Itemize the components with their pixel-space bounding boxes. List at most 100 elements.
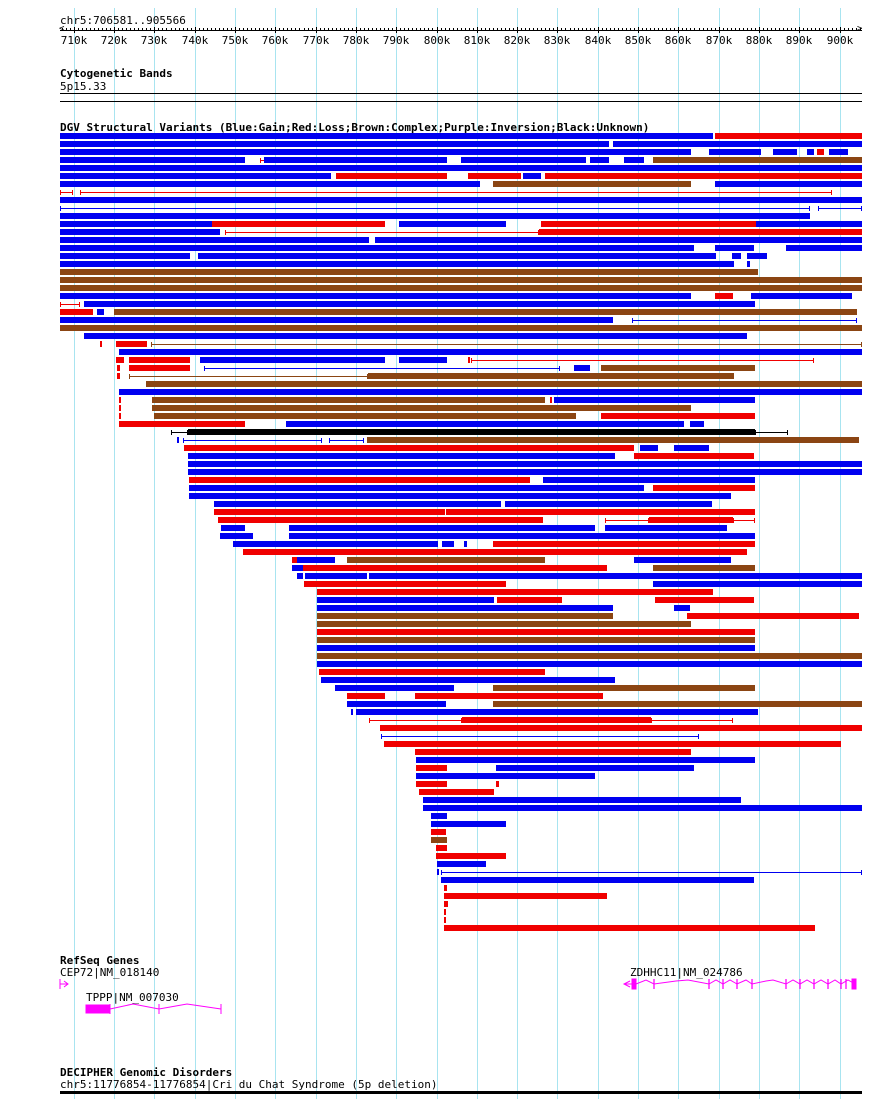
variant-feature[interactable]: [117, 373, 120, 379]
variant-feature[interactable]: [497, 597, 562, 603]
variant-feature[interactable]: [468, 173, 521, 179]
variant-feature[interactable]: [423, 805, 862, 811]
variant-feature[interactable]: [184, 445, 634, 451]
variant-feature[interactable]: [399, 221, 506, 227]
variant-feature[interactable]: [154, 413, 576, 419]
variant-feature[interactable]: [60, 277, 862, 283]
variant-feature[interactable]: [317, 621, 691, 627]
variant-feature[interactable]: [292, 557, 297, 563]
variant-feature[interactable]: [60, 269, 758, 275]
variant-feature[interactable]: [60, 325, 862, 331]
variant-feature[interactable]: [60, 173, 331, 179]
variant-feature[interactable]: [289, 533, 755, 539]
variant-feature[interactable]: [444, 917, 446, 923]
variant-feature[interactable]: [601, 413, 755, 419]
variant-feature[interactable]: [829, 149, 848, 155]
variant-feature[interactable]: [243, 549, 747, 555]
variant-feature[interactable]: [117, 365, 120, 371]
variant-feature[interactable]: [462, 717, 651, 723]
variant-feature[interactable]: [653, 581, 862, 587]
variant-feature[interactable]: [347, 557, 545, 563]
variant-feature[interactable]: [317, 645, 755, 651]
variant-feature[interactable]: [200, 357, 385, 363]
variant-feature[interactable]: [715, 133, 862, 139]
variant-feature[interactable]: [129, 376, 368, 377]
variant-feature[interactable]: [177, 437, 179, 443]
variant-feature[interactable]: [444, 901, 448, 907]
variant-feature[interactable]: [60, 221, 212, 227]
variant-feature[interactable]: [151, 344, 862, 345]
variant-feature[interactable]: [84, 301, 755, 307]
variant-feature[interactable]: [496, 781, 499, 787]
variant-feature[interactable]: [523, 173, 541, 179]
variant-feature[interactable]: [416, 781, 447, 787]
gene-cep72[interactable]: [59, 979, 69, 989]
variant-feature[interactable]: [634, 453, 754, 459]
variant-feature[interactable]: [461, 157, 586, 163]
variant-feature[interactable]: [505, 501, 712, 507]
variant-feature[interactable]: [674, 445, 709, 451]
variant-feature[interactable]: [446, 509, 755, 515]
variant-feature[interactable]: [543, 477, 755, 483]
variant-feature[interactable]: [493, 541, 755, 547]
variant-feature[interactable]: [653, 485, 755, 491]
variant-feature[interactable]: [60, 165, 862, 171]
variant-feature[interactable]: [756, 221, 862, 227]
variant-feature[interactable]: [653, 157, 862, 163]
variant-feature[interactable]: [367, 437, 859, 443]
variant-feature[interactable]: [214, 509, 445, 515]
variant-feature[interactable]: [129, 365, 190, 371]
variant-feature[interactable]: [317, 605, 613, 611]
gene-zdhhc11[interactable]: [622, 978, 857, 990]
variant-feature[interactable]: [545, 173, 862, 179]
variant-feature[interactable]: [60, 181, 480, 187]
variant-feature[interactable]: [441, 872, 862, 873]
variant-feature[interactable]: [415, 693, 603, 699]
variant-feature[interactable]: [674, 605, 690, 611]
variant-feature[interactable]: [415, 749, 691, 755]
variant-feature[interactable]: [733, 520, 755, 521]
variant-feature[interactable]: [119, 397, 121, 403]
variant-feature[interactable]: [233, 541, 438, 547]
variant-feature[interactable]: [60, 157, 245, 163]
variant-feature[interactable]: [60, 208, 810, 209]
variant-feature[interactable]: [317, 653, 862, 659]
variant-feature[interactable]: [369, 720, 462, 721]
variant-feature[interactable]: [347, 693, 385, 699]
variant-feature[interactable]: [317, 613, 613, 619]
variant-feature[interactable]: [550, 397, 552, 403]
variant-feature[interactable]: [399, 357, 447, 363]
variant-feature[interactable]: [286, 421, 684, 427]
variant-feature[interactable]: [605, 525, 727, 531]
variant-feature[interactable]: [60, 293, 691, 299]
variant-feature[interactable]: [369, 573, 862, 579]
variant-feature[interactable]: [289, 525, 595, 531]
variant-feature[interactable]: [649, 517, 733, 523]
variant-feature[interactable]: [189, 477, 530, 483]
variant-feature[interactable]: [119, 389, 862, 395]
decipher-feature-bar[interactable]: [60, 1091, 862, 1094]
variant-feature[interactable]: [292, 565, 303, 571]
variant-feature[interactable]: [297, 573, 303, 579]
variant-feature[interactable]: [60, 253, 190, 259]
variant-feature[interactable]: [709, 149, 761, 155]
variant-feature[interactable]: [436, 853, 506, 859]
variant-feature[interactable]: [431, 837, 447, 843]
variant-feature[interactable]: [380, 725, 862, 731]
variant-feature[interactable]: [715, 181, 862, 187]
cyto-band-bar[interactable]: [60, 93, 862, 94]
variant-feature[interactable]: [60, 237, 369, 243]
variant-feature[interactable]: [152, 405, 691, 411]
variant-feature[interactable]: [416, 757, 755, 763]
variant-feature[interactable]: [304, 581, 506, 587]
variant-feature[interactable]: [441, 877, 754, 883]
variant-feature[interactable]: [554, 397, 755, 403]
variant-feature[interactable]: [747, 253, 767, 259]
variant-feature[interactable]: [188, 469, 862, 475]
variant-feature[interactable]: [188, 429, 755, 435]
variant-feature[interactable]: [351, 709, 353, 715]
variant-feature[interactable]: [423, 797, 741, 803]
variant-feature[interactable]: [632, 320, 857, 321]
variant-feature[interactable]: [305, 573, 367, 579]
variant-feature[interactable]: [431, 821, 506, 827]
